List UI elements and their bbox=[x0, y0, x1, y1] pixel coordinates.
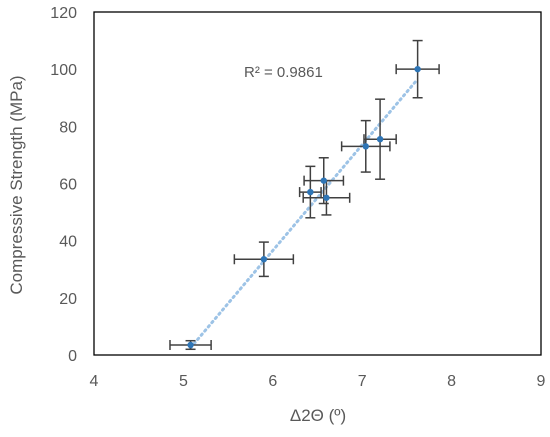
y-tick-label: 0 bbox=[68, 348, 77, 365]
x-tick-label: 9 bbox=[537, 373, 546, 390]
x-tick-label: 4 bbox=[90, 373, 99, 390]
x-tick-label: 6 bbox=[268, 373, 277, 390]
y-tick-label: 60 bbox=[59, 177, 77, 194]
y-tick-label: 40 bbox=[59, 234, 77, 251]
y-tick-label: 20 bbox=[59, 291, 77, 308]
r-squared-annotation: R² = 0.9861 bbox=[244, 64, 323, 81]
x-axis-title: Δ2Θ (º) bbox=[290, 406, 346, 425]
plot-frame bbox=[93, 11, 542, 356]
tick-labels-layer: 4 5 6 7 8 9 0 20 40 60 80 100 120 bbox=[50, 5, 545, 390]
data-point bbox=[260, 256, 268, 263]
data-point bbox=[323, 194, 330, 201]
data-points-layer bbox=[187, 65, 421, 349]
x-tick-label: 8 bbox=[447, 373, 456, 390]
data-point bbox=[376, 135, 384, 143]
y-tick-label: 80 bbox=[59, 119, 77, 136]
y-axis-title: Compressive Strength (MPa) bbox=[7, 75, 26, 294]
trendline-layer bbox=[189, 77, 420, 350]
data-point bbox=[307, 188, 314, 196]
y-tick-label: 120 bbox=[50, 5, 77, 22]
x-tick-label: 5 bbox=[179, 373, 188, 390]
data-point bbox=[414, 65, 421, 73]
trendline bbox=[189, 77, 420, 350]
y-tick-label: 100 bbox=[50, 62, 77, 79]
axes-layer bbox=[93, 11, 542, 356]
x-tick-label: 7 bbox=[358, 373, 367, 390]
error-bars-layer bbox=[169, 39, 440, 351]
data-point bbox=[362, 143, 369, 150]
data-point bbox=[320, 177, 327, 184]
data-point bbox=[187, 341, 194, 349]
